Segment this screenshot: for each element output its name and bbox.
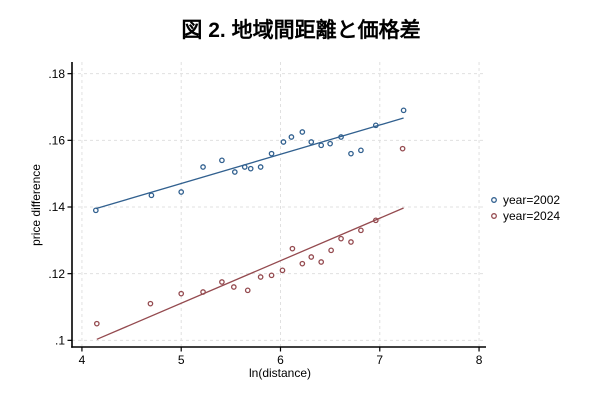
data-point (338, 235, 344, 242)
data-point (247, 165, 254, 172)
data-point (268, 272, 275, 279)
data-point (200, 289, 206, 295)
fit-line (96, 207, 404, 340)
fit-line (95, 117, 404, 210)
data-point (318, 259, 325, 265)
chart-title: 図 2. 地域間距離と価格差 (181, 18, 420, 42)
x-tick-label: 8 (476, 353, 483, 367)
x-axis-label: ln(distance) (249, 366, 311, 380)
y-tick-label: .16 (48, 134, 65, 148)
data-point (399, 145, 406, 152)
data-point (308, 139, 315, 145)
legend: year=2002 year=2024 (491, 193, 560, 223)
data-point (257, 164, 264, 170)
data-point (299, 260, 306, 267)
data-point (318, 142, 325, 149)
legend-marker-year-2002 (491, 197, 497, 203)
data-point (268, 150, 275, 157)
plot-series (92, 107, 407, 340)
data-point (372, 217, 379, 224)
data-point (289, 245, 296, 252)
data-point (358, 227, 364, 234)
y-axis-label: price difference (29, 164, 43, 246)
data-point (93, 320, 100, 327)
data-point (280, 139, 287, 145)
x-tick-label: 6 (277, 353, 284, 367)
y-tick-label: .12 (48, 267, 65, 281)
y-tick-label: .14 (48, 200, 65, 214)
y-tick-label: .18 (48, 67, 65, 81)
x-tick-label: 4 (79, 353, 86, 367)
x-tick-label: 5 (178, 353, 185, 367)
legend-label-year-2024: year=2024 (503, 209, 560, 223)
data-point (328, 247, 334, 254)
data-point (178, 189, 185, 195)
data-point (231, 169, 238, 175)
legend-label-year-2002: year=2002 (503, 193, 560, 207)
data-point (308, 254, 315, 260)
axes: 4 5 6 7 8 .1 .12 .14 .16 .18 (48, 62, 486, 367)
x-tick-label: 7 (376, 353, 383, 367)
data-point (219, 279, 225, 285)
data-point (348, 239, 354, 245)
data-point (257, 274, 264, 280)
data-point (338, 134, 344, 140)
data-point (219, 157, 225, 164)
data-point (299, 129, 306, 135)
data-point (147, 300, 154, 307)
data-point (178, 290, 185, 297)
data-point (92, 207, 99, 214)
data-point (400, 107, 407, 114)
legend-marker-year-2024 (491, 213, 497, 219)
data-point (358, 147, 364, 154)
data-point (327, 140, 333, 147)
data-point (288, 134, 295, 140)
gridlines (72, 62, 486, 347)
data-point (230, 284, 237, 290)
data-point (244, 287, 251, 294)
data-point (200, 164, 206, 170)
y-tick-label: .1 (55, 334, 65, 348)
data-point (148, 192, 155, 199)
data-point (372, 122, 379, 129)
data-point (279, 267, 286, 274)
data-point (348, 150, 354, 157)
data-point (241, 164, 248, 170)
